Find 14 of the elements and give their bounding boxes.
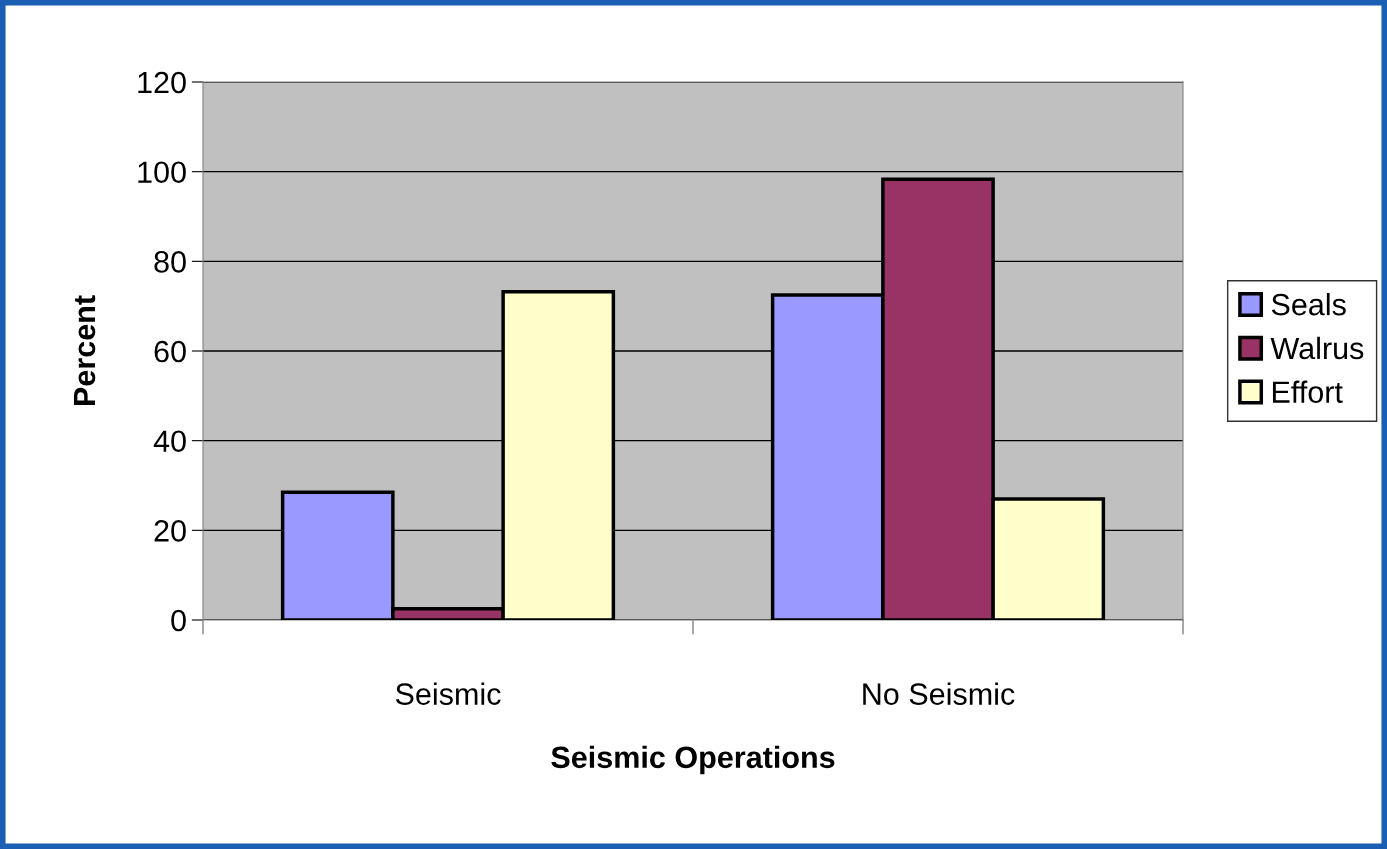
y-tick-label: 120 — [138, 71, 186, 94]
legend-label: Effort — [1272, 380, 1343, 403]
x-axis-title: Seismic Operations — [551, 745, 835, 775]
y-tick-label: 100 — [138, 161, 186, 184]
x-tick-label: Seismic — [395, 682, 501, 705]
y-tick-label: 60 — [154, 340, 186, 363]
legend-label: Seals — [1271, 293, 1346, 316]
y-tick-label: 20 — [154, 520, 186, 542]
legend-label: Walrus — [1270, 336, 1364, 360]
y-tick-label: 40 — [153, 430, 186, 453]
x-tick-label: No Seismic — [863, 682, 1015, 705]
y-axis-title: Percent — [73, 295, 96, 405]
y-tick-label: 0 — [171, 609, 186, 632]
y-tick-label: 80 — [154, 251, 186, 273]
